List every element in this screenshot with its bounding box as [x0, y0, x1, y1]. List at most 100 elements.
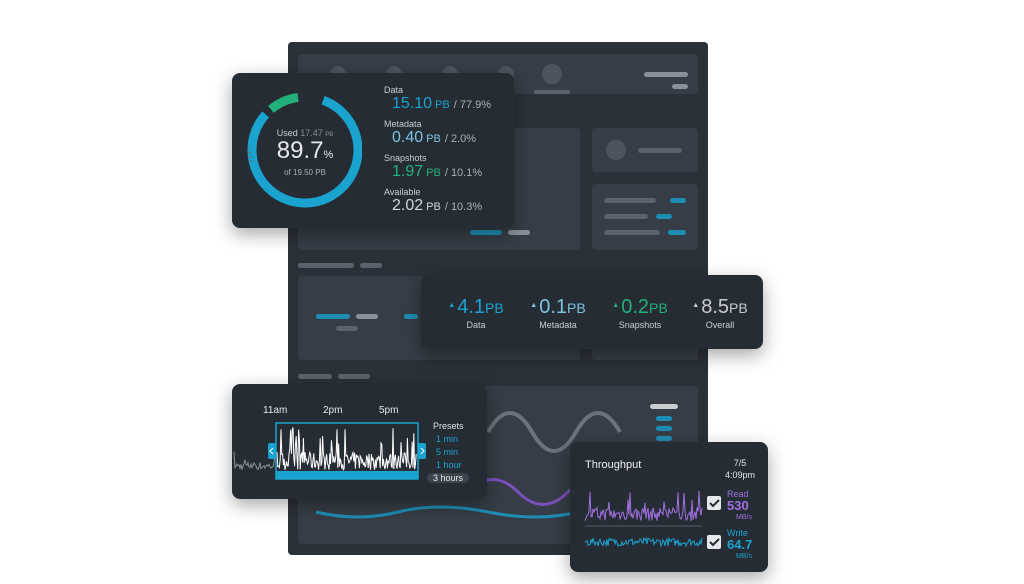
- growth-arrow: ▲: [692, 302, 700, 309]
- growth-arrow: ▲: [448, 302, 456, 309]
- placeholder-bar: [656, 416, 672, 421]
- date: 7/5: [733, 458, 747, 468]
- placeholder-bar: [604, 198, 656, 203]
- throughput-card: Throughput 7/5 4:09pm Read 530 MB/s Writ…: [570, 442, 768, 572]
- selection-scrollbar[interactable]: [276, 471, 418, 479]
- timeline-card: Presets 11am 2pm 5pm 1 min 5 min 1 hour 3 hour…: [232, 384, 487, 499]
- throughput-title: Throughput: [585, 459, 642, 471]
- read-label: Read: [727, 489, 749, 499]
- growth-stat: ▲ 4.1PB Data: [439, 295, 513, 330]
- selection-window: [275, 422, 419, 480]
- time: 4:09pm: [724, 470, 756, 480]
- placeholder-bar: [670, 198, 686, 203]
- timeline-chart: [233, 422, 426, 480]
- breakdown-name: Data: [384, 85, 404, 95]
- breakdown-share: / 2.0%: [444, 133, 477, 145]
- selected-waveform: [276, 427, 417, 472]
- preset-option[interactable]: 1 min: [436, 434, 459, 444]
- placeholder-bar: [644, 72, 688, 77]
- preset-option[interactable]: 5 min: [436, 447, 459, 457]
- preset-option[interactable]: 1 hour: [436, 460, 462, 470]
- growth-line: ▲ 8.5PB: [683, 295, 757, 320]
- growth-name: Data: [466, 320, 486, 330]
- placeholder-bar: [672, 84, 688, 89]
- total-capacity: of 19.50 PB: [284, 168, 326, 177]
- write-value: 64.7: [727, 537, 753, 552]
- used-label: Used: [276, 128, 298, 138]
- placeholder-bar: [470, 230, 502, 235]
- growth-name: Metadata: [539, 320, 577, 330]
- preset-option[interactable]: 3 hours: [427, 473, 470, 483]
- placeholder-bar: [298, 263, 354, 268]
- time-tick-label: 2pm: [323, 405, 343, 416]
- avatar: [606, 140, 626, 160]
- usage-ring: [247, 92, 362, 208]
- breakdown-name: Snapshots: [384, 153, 427, 163]
- ring-data: [247, 92, 362, 208]
- percent-unit: %: [323, 149, 334, 161]
- growth-unit: PB: [485, 300, 504, 316]
- write-checkbox[interactable]: [707, 535, 721, 549]
- throughput-chart: [584, 490, 721, 549]
- used-percent: 89.7: [276, 137, 324, 164]
- breakdown-unit: PB: [426, 133, 441, 145]
- handle-arrows: [269, 447, 425, 455]
- growth-stat: ▲ 0.1PB Metadata: [521, 295, 595, 330]
- checkmark: [709, 499, 720, 508]
- growth-name: Snapshots: [618, 320, 662, 330]
- breakdown-share: / 77.9%: [453, 99, 492, 111]
- placeholder-bar: [650, 404, 678, 409]
- timestamp: 7/5 4:09pm: [720, 457, 760, 481]
- growth-arrow: ▲: [612, 302, 620, 309]
- read-checkbox[interactable]: [707, 496, 721, 510]
- growth-stat: ▲ 8.5PB Overall: [683, 295, 757, 330]
- placeholder-bar: [656, 426, 672, 431]
- placeholder-card: [592, 184, 698, 250]
- breakdown-unit: PB: [435, 99, 450, 111]
- placeholder-bar: [656, 214, 672, 219]
- presets-title: Presets: [433, 421, 464, 431]
- breakdown-line: 2.02 PB/ 10.3%: [384, 197, 509, 216]
- placeholder-bar: [604, 230, 660, 235]
- growth-line: ▲ 0.2PB: [603, 295, 677, 320]
- read-value: 530: [727, 498, 749, 513]
- write-unit: MB/s: [736, 553, 752, 560]
- placeholder-card: [592, 128, 698, 172]
- growth-card: ▲ 4.1PB Data ▲ 0.1PB Metadata ▲ 0.2PB Snapshots ▲…: [421, 275, 763, 349]
- placeholder-bar: [338, 374, 370, 379]
- breakdown-name: Metadata: [384, 119, 422, 129]
- growth-stat: ▲ 0.2PB Snapshots: [603, 295, 677, 330]
- breakdown-value: 1.97: [392, 163, 424, 180]
- selection-handle-right[interactable]: [418, 443, 426, 459]
- placeholder-bar: [404, 314, 418, 319]
- growth-line: ▲ 4.1PB: [439, 295, 513, 320]
- breakdown-value: 15.10: [392, 95, 433, 112]
- breakdown-unit: PB: [426, 167, 441, 179]
- write-label: Write: [727, 528, 748, 538]
- breakdown-name: Available: [384, 187, 421, 197]
- avatar: [542, 64, 562, 84]
- placeholder-bar: [336, 326, 358, 331]
- breakdown-value: 0.40: [392, 129, 424, 146]
- used-unit: PB: [325, 132, 334, 138]
- placeholder-bar: [534, 90, 570, 94]
- usage-summary: Used 17.47 PB 89.7% of 19.50 PB: [250, 128, 360, 177]
- used-value: 17.47: [300, 128, 323, 138]
- growth-value: 8.5: [701, 296, 730, 318]
- ring-snapshots: [247, 92, 362, 208]
- capacity-card: Used 17.47 PB 89.7% of 19.50 PB Data 15.1…: [232, 73, 514, 228]
- growth-arrow: ▲: [530, 302, 538, 309]
- placeholder-bar: [638, 148, 682, 153]
- selection-handle-left[interactable]: [268, 443, 276, 459]
- placeholder-bar: [668, 230, 686, 235]
- breakdown-value: 2.02: [392, 197, 424, 214]
- growth-unit: PB: [649, 300, 668, 316]
- placeholder-bar: [508, 230, 530, 235]
- read-waveform: [584, 490, 703, 521]
- write-stat: Write 64.7 MB/s: [727, 527, 752, 563]
- breakdown-line: 1.97 PB/ 10.1%: [384, 163, 509, 182]
- breakdown-item: Snapshots 1.97 PB/ 10.1%: [384, 153, 509, 187]
- breakdown-line: 0.40 PB/ 2.0%: [384, 129, 509, 148]
